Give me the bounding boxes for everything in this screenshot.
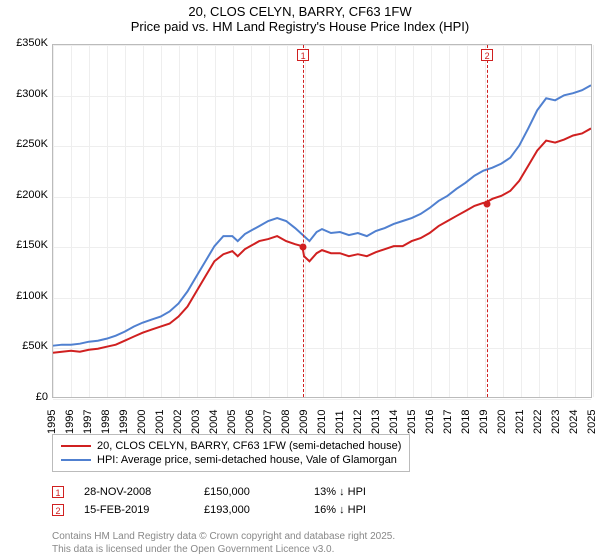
xaxis-tick-label: 1997: [82, 406, 94, 434]
yaxis-tick-label: £350K: [2, 37, 48, 49]
sale-row-2: 2 15-FEB-2019 £193,000 16% ↓ HPI: [52, 501, 404, 519]
series-line-hpi: [53, 85, 591, 345]
xaxis-tick-label: 2022: [532, 406, 544, 434]
sale-delta-2: 16% ↓ HPI: [314, 504, 404, 516]
xaxis-tick-label: 2014: [388, 406, 400, 434]
chart-container: 20, CLOS CELYN, BARRY, CF63 1FW Price pa…: [0, 0, 600, 560]
yaxis-tick-label: £150K: [2, 239, 48, 251]
xaxis-tick-label: 2013: [370, 406, 382, 434]
chart-marker-1: 1: [297, 49, 309, 61]
legend-swatch-price: [61, 445, 91, 447]
yaxis-tick-label: £250K: [2, 138, 48, 150]
xaxis-tick-label: 2008: [280, 406, 292, 434]
legend-label-hpi: HPI: Average price, semi-detached house,…: [97, 454, 397, 466]
xaxis-tick-label: 2001: [154, 406, 166, 434]
xaxis-tick-label: 2009: [298, 406, 310, 434]
xaxis-tick-label: 2004: [208, 406, 220, 434]
xaxis-tick-label: 2010: [316, 406, 328, 434]
sale-row-1: 1 28-NOV-2008 £150,000 13% ↓ HPI: [52, 483, 404, 501]
xaxis-tick-label: 2023: [550, 406, 562, 434]
xaxis-tick-label: 2025: [586, 406, 598, 434]
sale-marker-1: 1: [52, 486, 64, 498]
xaxis-tick-label: 2005: [226, 406, 238, 434]
yaxis-tick-label: £50K: [2, 340, 48, 352]
legend-swatch-hpi: [61, 459, 91, 461]
xaxis-tick-label: 2012: [352, 406, 364, 434]
sale-table: 1 28-NOV-2008 £150,000 13% ↓ HPI 2 15-FE…: [52, 483, 404, 519]
series-line-price_paid: [53, 128, 591, 352]
legend-row-price: 20, CLOS CELYN, BARRY, CF63 1FW (semi-de…: [61, 439, 401, 453]
legend: 20, CLOS CELYN, BARRY, CF63 1FW (semi-de…: [52, 434, 410, 472]
sale-price-2: £193,000: [204, 504, 294, 516]
title-address: 20, CLOS CELYN, BARRY, CF63 1FW: [0, 4, 600, 19]
yaxis-tick-label: £300K: [2, 88, 48, 100]
title-subtitle: Price paid vs. HM Land Registry's House …: [0, 19, 600, 34]
xaxis-tick-label: 2024: [568, 406, 580, 434]
xaxis-tick-label: 2002: [172, 406, 184, 434]
chart-area: 12: [52, 44, 592, 398]
xaxis-tick-label: 2019: [478, 406, 490, 434]
yaxis-tick-label: £100K: [2, 290, 48, 302]
sale-price-1: £150,000: [204, 486, 294, 498]
xaxis-tick-label: 2011: [334, 406, 346, 434]
xaxis-tick-label: 2017: [442, 406, 454, 434]
yaxis-tick-label: £0: [2, 391, 48, 403]
title-block: 20, CLOS CELYN, BARRY, CF63 1FW Price pa…: [0, 0, 600, 34]
xaxis-tick-label: 2018: [460, 406, 472, 434]
legend-row-hpi: HPI: Average price, semi-detached house,…: [61, 453, 401, 467]
sale-date-2: 15-FEB-2019: [84, 504, 184, 516]
yaxis-tick-label: £200K: [2, 189, 48, 201]
xaxis-tick-label: 2021: [514, 406, 526, 434]
xaxis-tick-label: 1996: [64, 406, 76, 434]
footer-line2: This data is licensed under the Open Gov…: [52, 543, 395, 556]
chart-marker-2: 2: [481, 49, 493, 61]
footer-line1: Contains HM Land Registry data © Crown c…: [52, 530, 395, 543]
xaxis-tick-label: 1999: [118, 406, 130, 434]
xaxis-tick-label: 2006: [244, 406, 256, 434]
xaxis-tick-label: 1998: [100, 406, 112, 434]
xaxis-tick-label: 2007: [262, 406, 274, 434]
xaxis-tick-label: 2020: [496, 406, 508, 434]
xaxis-tick-label: 2003: [190, 406, 202, 434]
xaxis-tick-label: 2015: [406, 406, 418, 434]
xaxis-tick-label: 2000: [136, 406, 148, 434]
sale-marker-2: 2: [52, 504, 64, 516]
sale-delta-1: 13% ↓ HPI: [314, 486, 404, 498]
legend-label-price: 20, CLOS CELYN, BARRY, CF63 1FW (semi-de…: [97, 440, 401, 452]
footer: Contains HM Land Registry data © Crown c…: [52, 530, 395, 556]
xaxis-tick-label: 1995: [46, 406, 58, 434]
sale-date-1: 28-NOV-2008: [84, 486, 184, 498]
xaxis-tick-label: 2016: [424, 406, 436, 434]
chart-svg: [53, 45, 591, 397]
